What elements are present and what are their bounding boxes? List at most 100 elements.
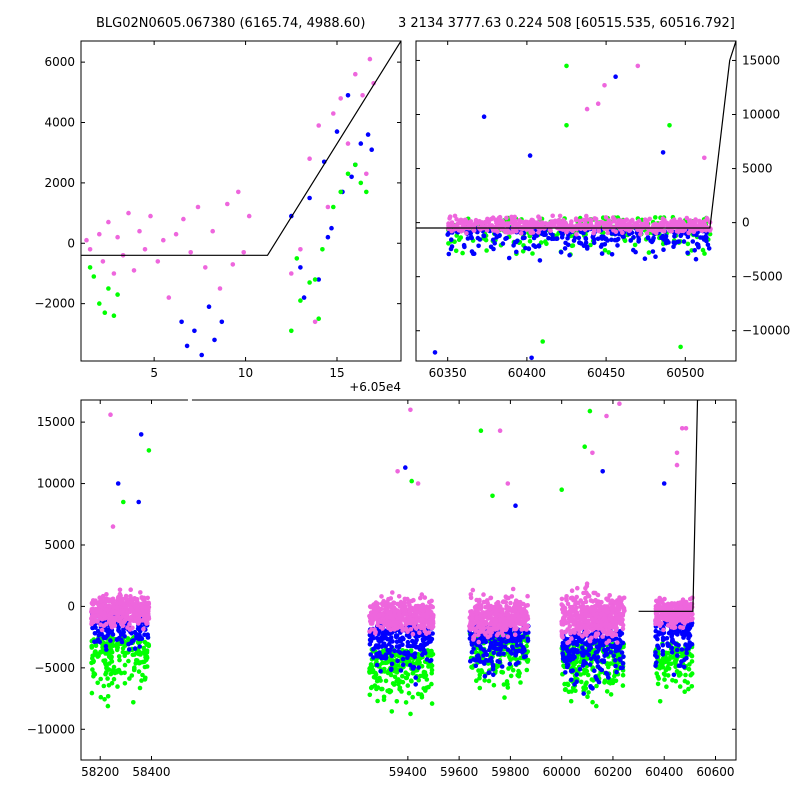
data-point-blue <box>618 665 624 671</box>
data-point-magenta <box>241 250 246 255</box>
y-tick-label: −5000 <box>742 270 783 284</box>
data-point-magenta <box>579 617 585 622</box>
data-point-blue <box>599 251 605 256</box>
data-point-green <box>97 301 102 306</box>
data-point-blue <box>675 653 680 658</box>
data-point-green <box>117 657 122 663</box>
data-point-magenta <box>509 594 515 599</box>
data-point-green <box>403 675 409 681</box>
y-tick-label: 4000 <box>44 116 75 130</box>
data-point-magenta <box>89 613 95 619</box>
x-tick-label: 60500 <box>666 366 704 380</box>
data-point-blue <box>601 234 606 240</box>
data-point-magenta <box>535 220 540 225</box>
data-point-magenta <box>613 601 619 606</box>
data-point-magenta <box>467 222 473 227</box>
data-point-magenta <box>418 595 423 601</box>
data-point-blue <box>405 639 411 645</box>
data-point-blue <box>507 627 513 632</box>
data-point-green <box>122 681 128 686</box>
data-point-blue <box>377 650 382 655</box>
data-point-magenta <box>606 223 611 228</box>
data-point-green <box>689 671 695 676</box>
data-point-blue <box>660 631 665 636</box>
data-point-magenta <box>563 619 568 625</box>
data-point-green <box>95 680 100 686</box>
data-point-green <box>525 657 531 663</box>
data-point-green <box>107 661 112 666</box>
data-point-green <box>142 648 148 654</box>
data-point-blue <box>595 236 601 242</box>
data-point-green <box>400 679 406 685</box>
data-point-magenta <box>137 228 142 234</box>
data-point-magenta <box>651 229 656 234</box>
data-point-blue <box>679 647 685 652</box>
data-point-magenta <box>585 629 591 635</box>
data-point-blue <box>613 647 619 653</box>
data-point-magenta <box>430 604 436 610</box>
data-point-magenta <box>609 605 615 610</box>
data-point-blue <box>621 654 626 660</box>
data-point-blue <box>468 658 473 664</box>
data-point-magenta <box>385 615 390 620</box>
data-point-magenta <box>560 603 566 609</box>
data-point-green <box>586 690 591 695</box>
data-point-blue <box>478 659 483 664</box>
data-point-green <box>129 673 135 678</box>
data-point-magenta <box>597 607 602 613</box>
data-point-green <box>590 699 595 705</box>
data-point-blue <box>192 328 197 334</box>
data-point-blue <box>122 634 127 639</box>
data-point-green <box>646 250 652 255</box>
data-point-green <box>374 686 379 692</box>
data-point-blue <box>501 651 506 657</box>
data-point-green <box>505 685 511 690</box>
y-tick-label: 5000 <box>742 162 773 176</box>
data-point-magenta <box>298 247 303 252</box>
data-point-green <box>89 643 94 649</box>
data-point-blue <box>491 672 496 678</box>
data-point-blue <box>579 650 584 655</box>
data-point-magenta <box>580 634 585 639</box>
data-point-green <box>409 678 414 684</box>
data-point-magenta <box>133 601 138 606</box>
data-point-magenta <box>659 227 664 233</box>
data-point-blue <box>661 247 666 252</box>
data-point-blue <box>398 638 404 644</box>
data-point-magenta <box>604 640 609 646</box>
data-point-magenta <box>95 619 100 624</box>
data-point-green <box>494 664 500 670</box>
data-point-green <box>392 674 398 680</box>
data-point-blue <box>132 646 138 651</box>
data-point-green <box>140 659 146 665</box>
data-point-green <box>585 672 591 678</box>
data-point-magenta <box>375 601 381 607</box>
data-point-magenta <box>616 615 622 621</box>
data-point-magenta <box>401 612 407 618</box>
data-point-magenta <box>619 218 624 223</box>
data-point-magenta <box>471 227 477 233</box>
data-point-magenta <box>559 619 564 624</box>
data-point-magenta <box>579 611 585 616</box>
data-point-blue <box>536 244 542 249</box>
data-point-green <box>606 250 611 255</box>
data-point-green <box>382 669 388 674</box>
data-point-magenta <box>484 227 490 233</box>
data-point-magenta <box>588 598 594 603</box>
data-point-magenta <box>481 623 486 628</box>
data-point-green <box>381 697 387 703</box>
data-point-green <box>422 670 428 675</box>
data-point-magenta <box>583 221 588 227</box>
data-point-magenta <box>141 626 146 632</box>
data-point-blue <box>511 243 516 248</box>
data-point-blue <box>487 647 492 653</box>
data-point-magenta <box>404 627 410 633</box>
data-point-blue <box>687 633 693 638</box>
data-point-blue <box>412 641 417 647</box>
data-point-blue <box>499 664 505 669</box>
data-point-blue <box>503 236 508 241</box>
data-point-magenta <box>360 93 365 98</box>
data-point-blue <box>606 675 611 680</box>
data-point-green <box>390 681 396 686</box>
data-point-magenta <box>571 597 576 603</box>
